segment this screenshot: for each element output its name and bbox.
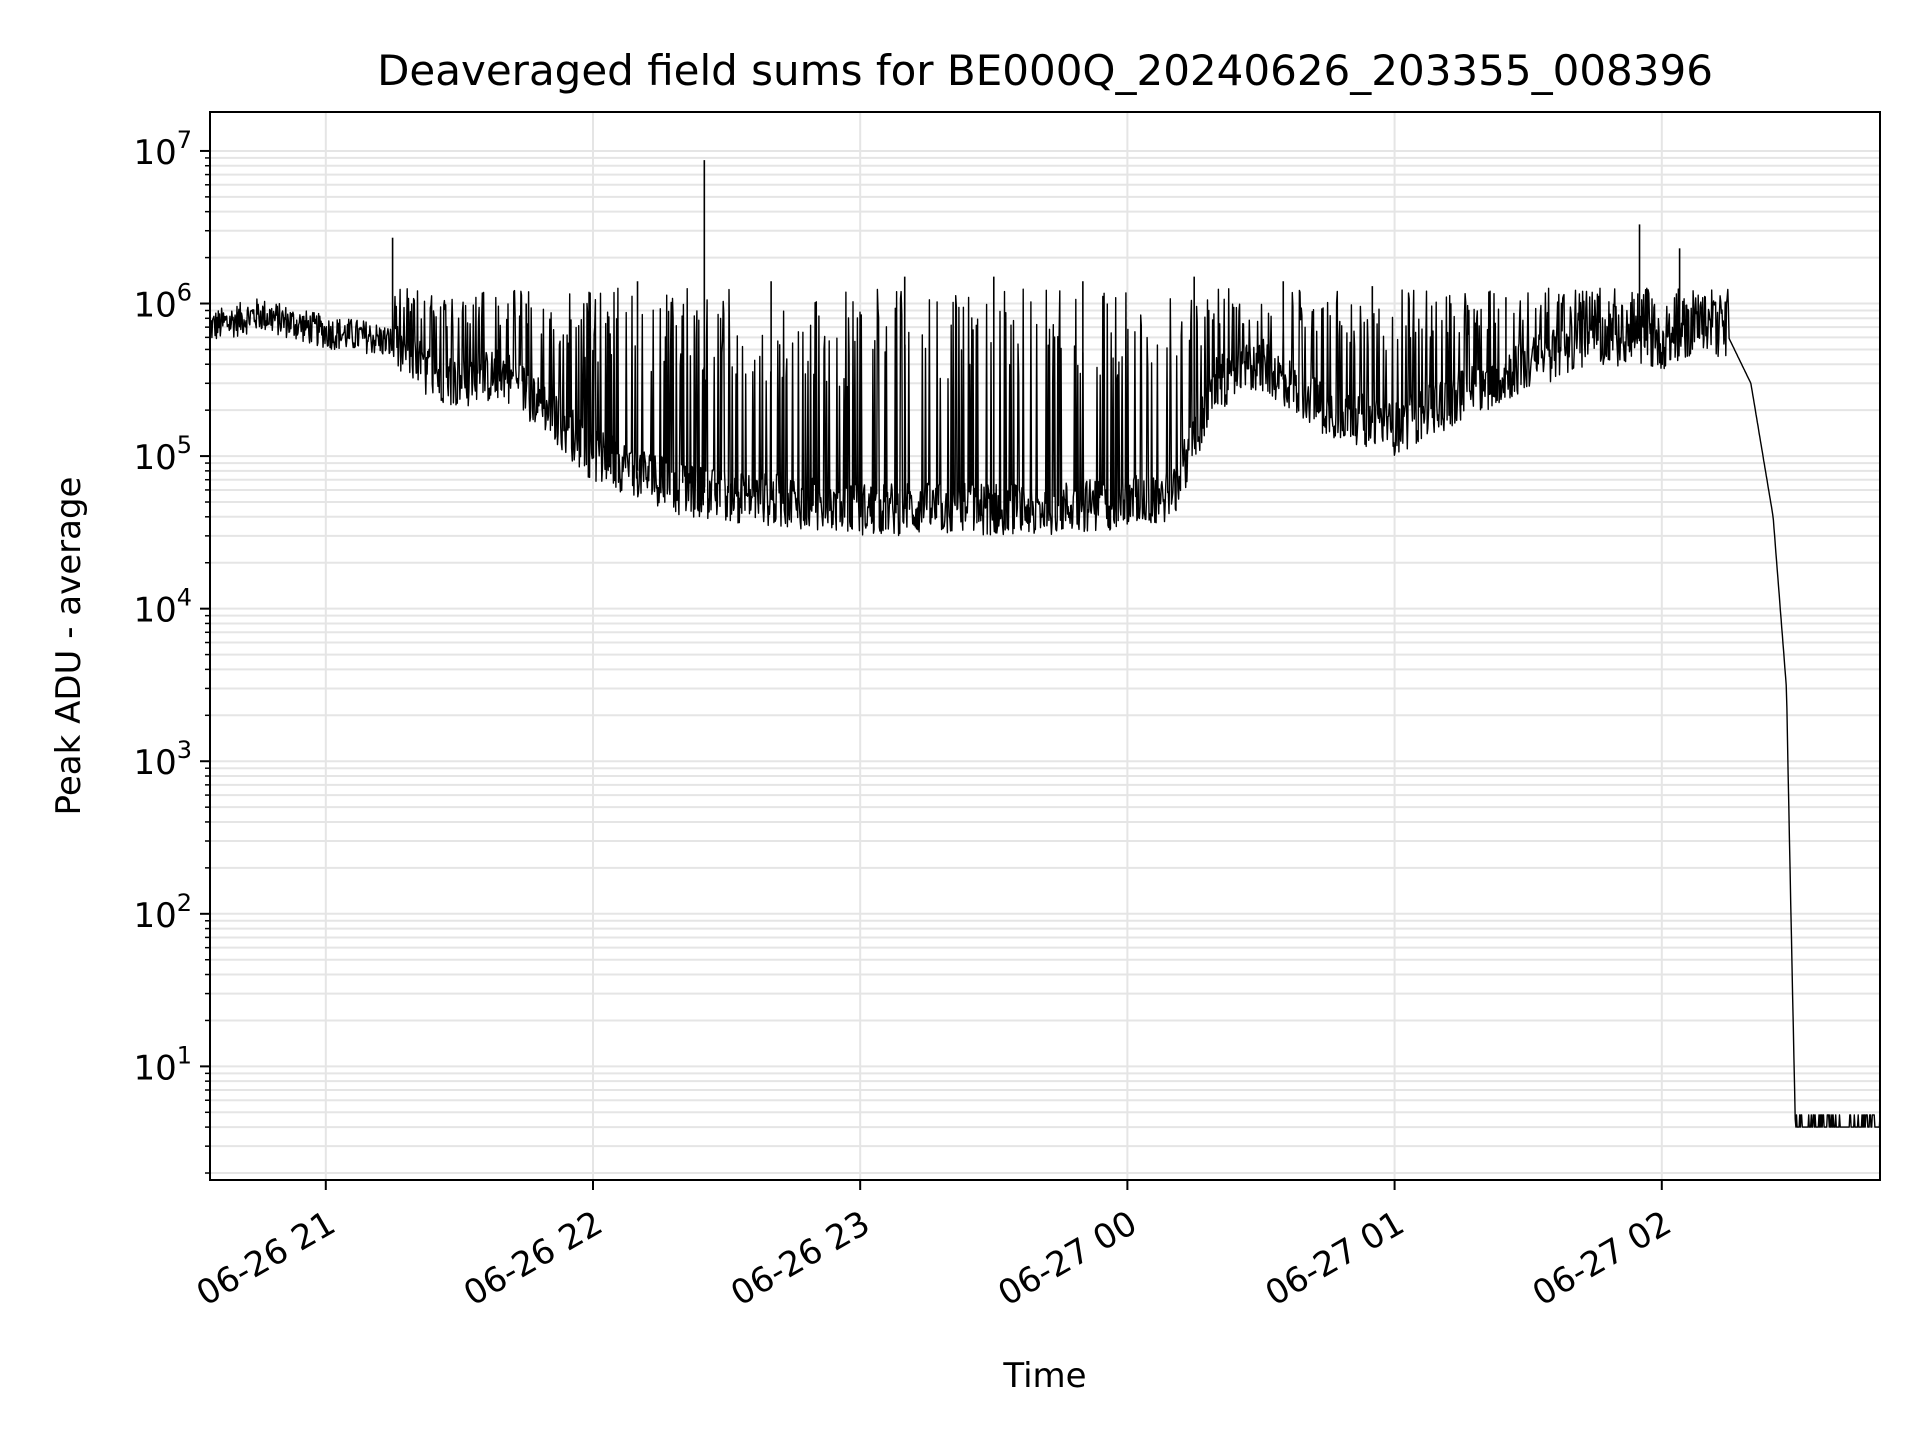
- y-tick-label: 106: [133, 279, 192, 326]
- y-tick-label-exponent: 4: [177, 584, 192, 612]
- y-tick-label-base: 10: [133, 591, 176, 631]
- y-tick-label: 107: [133, 126, 192, 173]
- y-tick-label: 102: [133, 889, 192, 936]
- plot-frame: [209, 111, 1881, 1181]
- x-axis-label: Time: [1002, 1356, 1086, 1396]
- y-tick-label-base: 10: [133, 1048, 176, 1088]
- chart-title: Deaveraged field sums for BE000Q_2024062…: [377, 46, 1713, 95]
- y-tick-label: 101: [133, 1041, 192, 1088]
- y-tick-label-exponent: 1: [177, 1041, 192, 1069]
- y-tick-label-exponent: 7: [177, 126, 192, 154]
- y-tick-label-base: 10: [133, 896, 176, 936]
- y-tick-label-exponent: 2: [177, 889, 192, 917]
- y-tick-label-base: 10: [133, 438, 176, 478]
- y-tick-label-exponent: 3: [177, 736, 192, 764]
- series-layer: [209, 160, 1881, 1128]
- y-tick-label-exponent: 6: [177, 279, 192, 307]
- series-line: [209, 287, 1881, 1128]
- y-tick-label-base: 10: [133, 743, 176, 783]
- y-tick-label-exponent: 5: [177, 431, 192, 459]
- y-axis-label: Peak ADU - average: [49, 477, 89, 816]
- y-tick-label-base: 10: [133, 133, 176, 173]
- y-tick-label: 105: [133, 431, 192, 478]
- y-tick-label: 103: [133, 736, 192, 783]
- y-tick-label: 104: [133, 584, 192, 631]
- y-tick-label-base: 10: [133, 286, 176, 326]
